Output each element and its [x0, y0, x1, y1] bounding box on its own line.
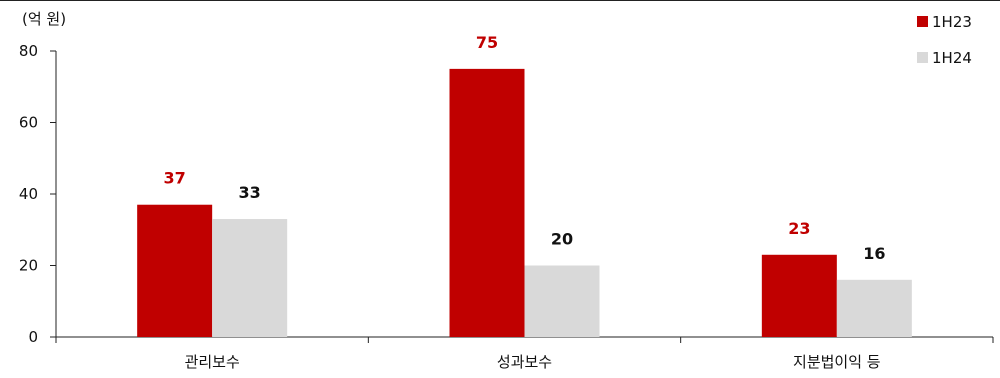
bars — [137, 68, 912, 337]
unit-label: (억 원) — [22, 10, 66, 28]
top-rule — [0, 0, 1000, 1]
y-tick-label: 40 — [19, 185, 38, 203]
legend-swatch — [917, 16, 928, 27]
y-tick-label: 20 — [19, 257, 38, 275]
bar-value-label: 16 — [863, 244, 885, 263]
bar — [524, 265, 600, 337]
legend-label: 1H24 — [932, 49, 972, 67]
bar — [761, 254, 837, 337]
y-tick-label: 60 — [19, 114, 38, 132]
bar-value-label: 33 — [239, 183, 261, 202]
bar-value-label: 37 — [164, 169, 186, 188]
bar-value-label: 20 — [551, 230, 573, 249]
x-category-label: 관리보수 — [185, 353, 240, 371]
bar-value-label: 23 — [788, 219, 810, 238]
y-tick-label: 80 — [19, 42, 38, 60]
y-axis: 0 20 40 60 80 — [19, 42, 57, 346]
legend-swatch — [917, 52, 928, 63]
data-labels: 37 33 75 20 23 16 — [164, 33, 886, 263]
x-axis: 관리보수 성과보수 지분법이익 등 — [55, 336, 994, 371]
bar — [212, 219, 288, 337]
bar — [449, 68, 525, 337]
legend-label: 1H23 — [932, 13, 972, 31]
bar — [137, 204, 213, 337]
x-category-label: 지분법이익 등 — [793, 353, 881, 371]
x-category-label: 성과보수 — [497, 353, 552, 371]
bar — [836, 279, 912, 337]
bar-value-label: 75 — [476, 33, 498, 52]
legend: 1H23 1H24 — [917, 13, 972, 67]
y-tick-label: 0 — [28, 328, 38, 346]
